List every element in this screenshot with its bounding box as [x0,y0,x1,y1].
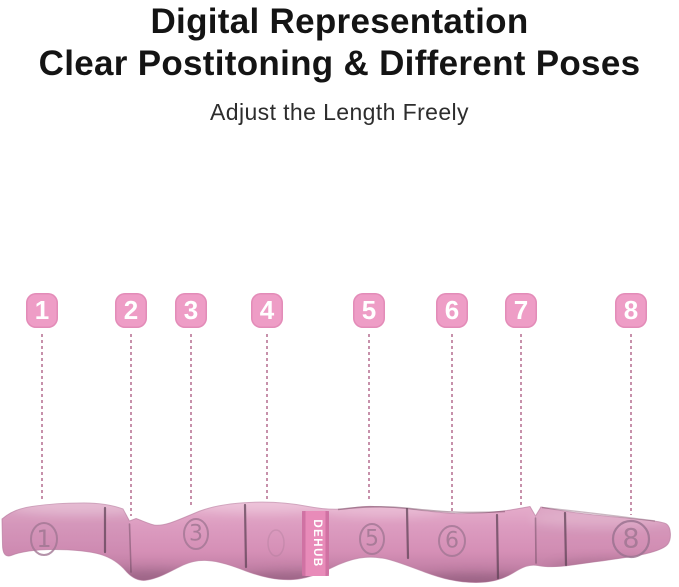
subtitle: Adjust the Length Freely [210,99,469,125]
scale-badge-6: 6 [436,293,468,328]
loop-circle-6 [438,525,466,557]
fold-seam [534,517,537,564]
loop-circle-5 [359,523,385,555]
title-line-2: Clear Postitoning & Different Poses [38,44,641,83]
stitch-line [563,511,568,567]
loop-number-8: 8 [622,524,639,555]
loop-circle-4-faint [267,529,285,557]
scale-badge-2: 2 [115,293,147,328]
scale-badge-7: 7 [505,293,537,328]
stretch-band-illustration: 1 3 5 6 8 DEHUB [1,501,671,584]
brand-tag-body [302,511,329,576]
band-top-rim [541,506,656,522]
band-top-rim [337,506,506,514]
fold-seam [128,523,132,573]
scale-badge-3: 3 [175,293,207,328]
page-title: Digital Representation Clear Postitoning… [0,1,679,85]
loop-number-6: 6 [445,529,459,554]
scale-badge-5: 5 [353,293,385,328]
stitch-line [495,513,500,580]
loop-circle-3 [183,518,209,550]
scale-badge-1: 1 [26,293,58,328]
loop-circle-8 [611,519,651,559]
scale-badge-8: 8 [615,293,647,328]
stitch-line [405,507,410,560]
dashed-connector-8 [630,334,632,515]
brand-tag: DEHUB [302,511,329,576]
stitch-line [243,503,248,569]
brand-tag-label: DEHUB [311,519,323,567]
dashed-connector-7 [520,334,522,506]
dashed-connector-2 [130,334,132,516]
scale-badge-4: 4 [251,293,283,328]
loop-number-5: 5 [365,527,379,552]
band-loop-numbers: 1 3 5 6 8 [30,518,651,559]
brand-tag-edge [302,511,306,576]
dashed-connector-5 [368,334,370,501]
dashed-connector-4 [266,334,268,500]
title-line-1: Digital Representation [150,2,529,41]
dashed-connector-1 [41,334,43,500]
brand-tag-edge [325,511,329,576]
dashed-connector-6 [451,334,453,511]
loop-number-3: 3 [189,522,203,547]
loop-circle-1 [30,522,58,556]
loop-number-1: 1 [36,525,51,553]
dashed-connector-3 [190,334,192,506]
stitch-seams [103,503,568,580]
